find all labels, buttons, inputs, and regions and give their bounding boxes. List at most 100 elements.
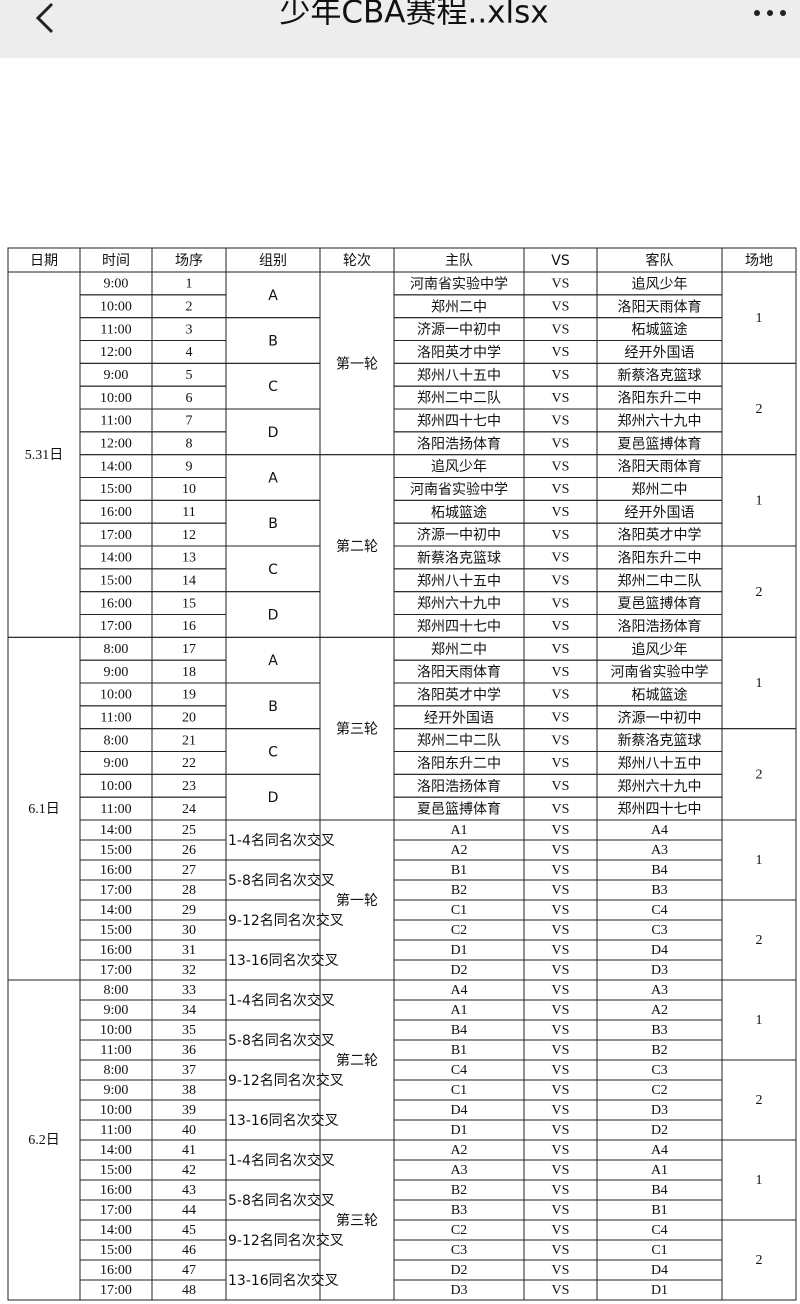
- vs: VS: [552, 688, 570, 703]
- match-number: 17: [182, 642, 196, 657]
- away-team: 追风少年: [632, 276, 688, 292]
- time: 14:00: [100, 823, 132, 838]
- home-team: C3: [451, 1243, 467, 1258]
- vs: VS: [552, 1063, 570, 1078]
- group: A: [268, 471, 278, 487]
- match-number: 44: [182, 1203, 196, 1218]
- time: 16:00: [100, 943, 132, 958]
- date: 5.31日: [25, 448, 64, 463]
- vs: VS: [552, 596, 570, 611]
- file-title: 少年CBA赛程..xlsx: [279, 0, 548, 31]
- group: D: [268, 425, 279, 441]
- match-number: 5: [186, 368, 193, 383]
- time: 8:00: [104, 1063, 129, 1078]
- home-team: 郑州二中: [431, 642, 487, 658]
- dot: [754, 10, 760, 16]
- home-team: D4: [450, 1103, 467, 1118]
- group: D: [268, 790, 279, 806]
- match-number: 40: [182, 1123, 196, 1138]
- away-team: 洛阳东升二中: [618, 391, 702, 407]
- more-button[interactable]: [754, 10, 786, 16]
- column-header: 时间: [102, 253, 130, 269]
- match-number: 25: [182, 823, 196, 838]
- home-team: B2: [451, 883, 467, 898]
- away-team: D4: [651, 943, 668, 958]
- group: A: [268, 653, 278, 669]
- vs: VS: [552, 436, 570, 451]
- match-number: 8: [186, 436, 193, 451]
- venue: 2: [756, 1093, 763, 1108]
- vs: VS: [552, 903, 570, 918]
- time: 11:00: [100, 322, 131, 337]
- vs: VS: [552, 345, 570, 360]
- home-team: 洛阳英才中学: [417, 344, 501, 361]
- round: 第二轮: [336, 1052, 378, 1069]
- match-number: 23: [182, 779, 196, 794]
- column-header: 主队: [445, 253, 473, 269]
- vs: VS: [552, 1263, 570, 1278]
- venue: 2: [756, 585, 763, 600]
- home-team: 洛阳浩扬体育: [417, 779, 501, 795]
- away-team: B2: [651, 1043, 667, 1058]
- match-number: 1: [186, 277, 193, 292]
- round: 第二轮: [336, 538, 378, 555]
- venue: 1: [756, 311, 763, 326]
- home-team: 新蔡洛克篮球: [417, 550, 501, 566]
- vs: VS: [552, 1083, 570, 1098]
- group: 5-8名同名次交叉: [228, 872, 335, 889]
- away-team: C4: [651, 903, 667, 918]
- time: 14:00: [100, 459, 132, 474]
- column-header: 客队: [646, 252, 674, 269]
- column-header: 场序: [175, 253, 203, 269]
- group: A: [268, 288, 278, 304]
- home-team: A2: [450, 843, 467, 858]
- vs: VS: [552, 1043, 570, 1058]
- time: 9:00: [104, 1083, 129, 1098]
- group: 13-16同名次交叉: [228, 1112, 339, 1129]
- column-header: 组别: [259, 253, 287, 269]
- away-team: 郑州六十九中: [618, 413, 702, 429]
- time: 14:00: [100, 1143, 132, 1158]
- home-team: D1: [450, 1123, 467, 1138]
- home-team: D2: [450, 1263, 467, 1278]
- home-team: 济源一中初中: [417, 527, 501, 544]
- time: 17:00: [100, 619, 132, 634]
- vs: VS: [552, 710, 570, 725]
- time: 11:00: [100, 802, 131, 817]
- vs: VS: [552, 1163, 570, 1178]
- venue: 2: [756, 1253, 763, 1268]
- home-team: C1: [451, 1083, 467, 1098]
- home-team: 河南省实验中学: [410, 482, 508, 498]
- back-button[interactable]: [35, 2, 54, 34]
- home-team: 柘城篮途: [431, 504, 487, 521]
- vs: VS: [552, 368, 570, 383]
- vs: VS: [552, 1183, 570, 1198]
- time: 11:00: [100, 710, 131, 725]
- vs: VS: [552, 1223, 570, 1238]
- time: 16:00: [100, 1263, 132, 1278]
- time: 9:00: [104, 1003, 129, 1018]
- match-number: 3: [186, 322, 193, 337]
- match-number: 32: [182, 963, 196, 978]
- home-team: 郑州八十五中: [417, 368, 501, 384]
- away-team: 洛阳天雨体育: [618, 459, 702, 475]
- group: C: [268, 562, 278, 578]
- vs: VS: [552, 843, 570, 858]
- vs: VS: [552, 1283, 570, 1298]
- vs: VS: [552, 823, 570, 838]
- home-team: 郑州二中二队: [417, 391, 501, 407]
- away-team: 济源一中初中: [618, 709, 702, 726]
- match-number: 36: [182, 1043, 196, 1058]
- time: 11:00: [100, 1123, 131, 1138]
- time: 12:00: [100, 345, 132, 360]
- time: 12:00: [100, 436, 132, 451]
- group: 1-4名同名次交叉: [228, 1152, 335, 1169]
- venue: 2: [756, 768, 763, 783]
- column-header: 场地: [745, 253, 773, 269]
- vs: VS: [552, 983, 570, 998]
- away-team: D2: [651, 1123, 668, 1138]
- dot: [780, 10, 786, 16]
- vs: VS: [552, 863, 570, 878]
- vs: VS: [552, 1243, 570, 1258]
- match-number: 39: [182, 1103, 196, 1118]
